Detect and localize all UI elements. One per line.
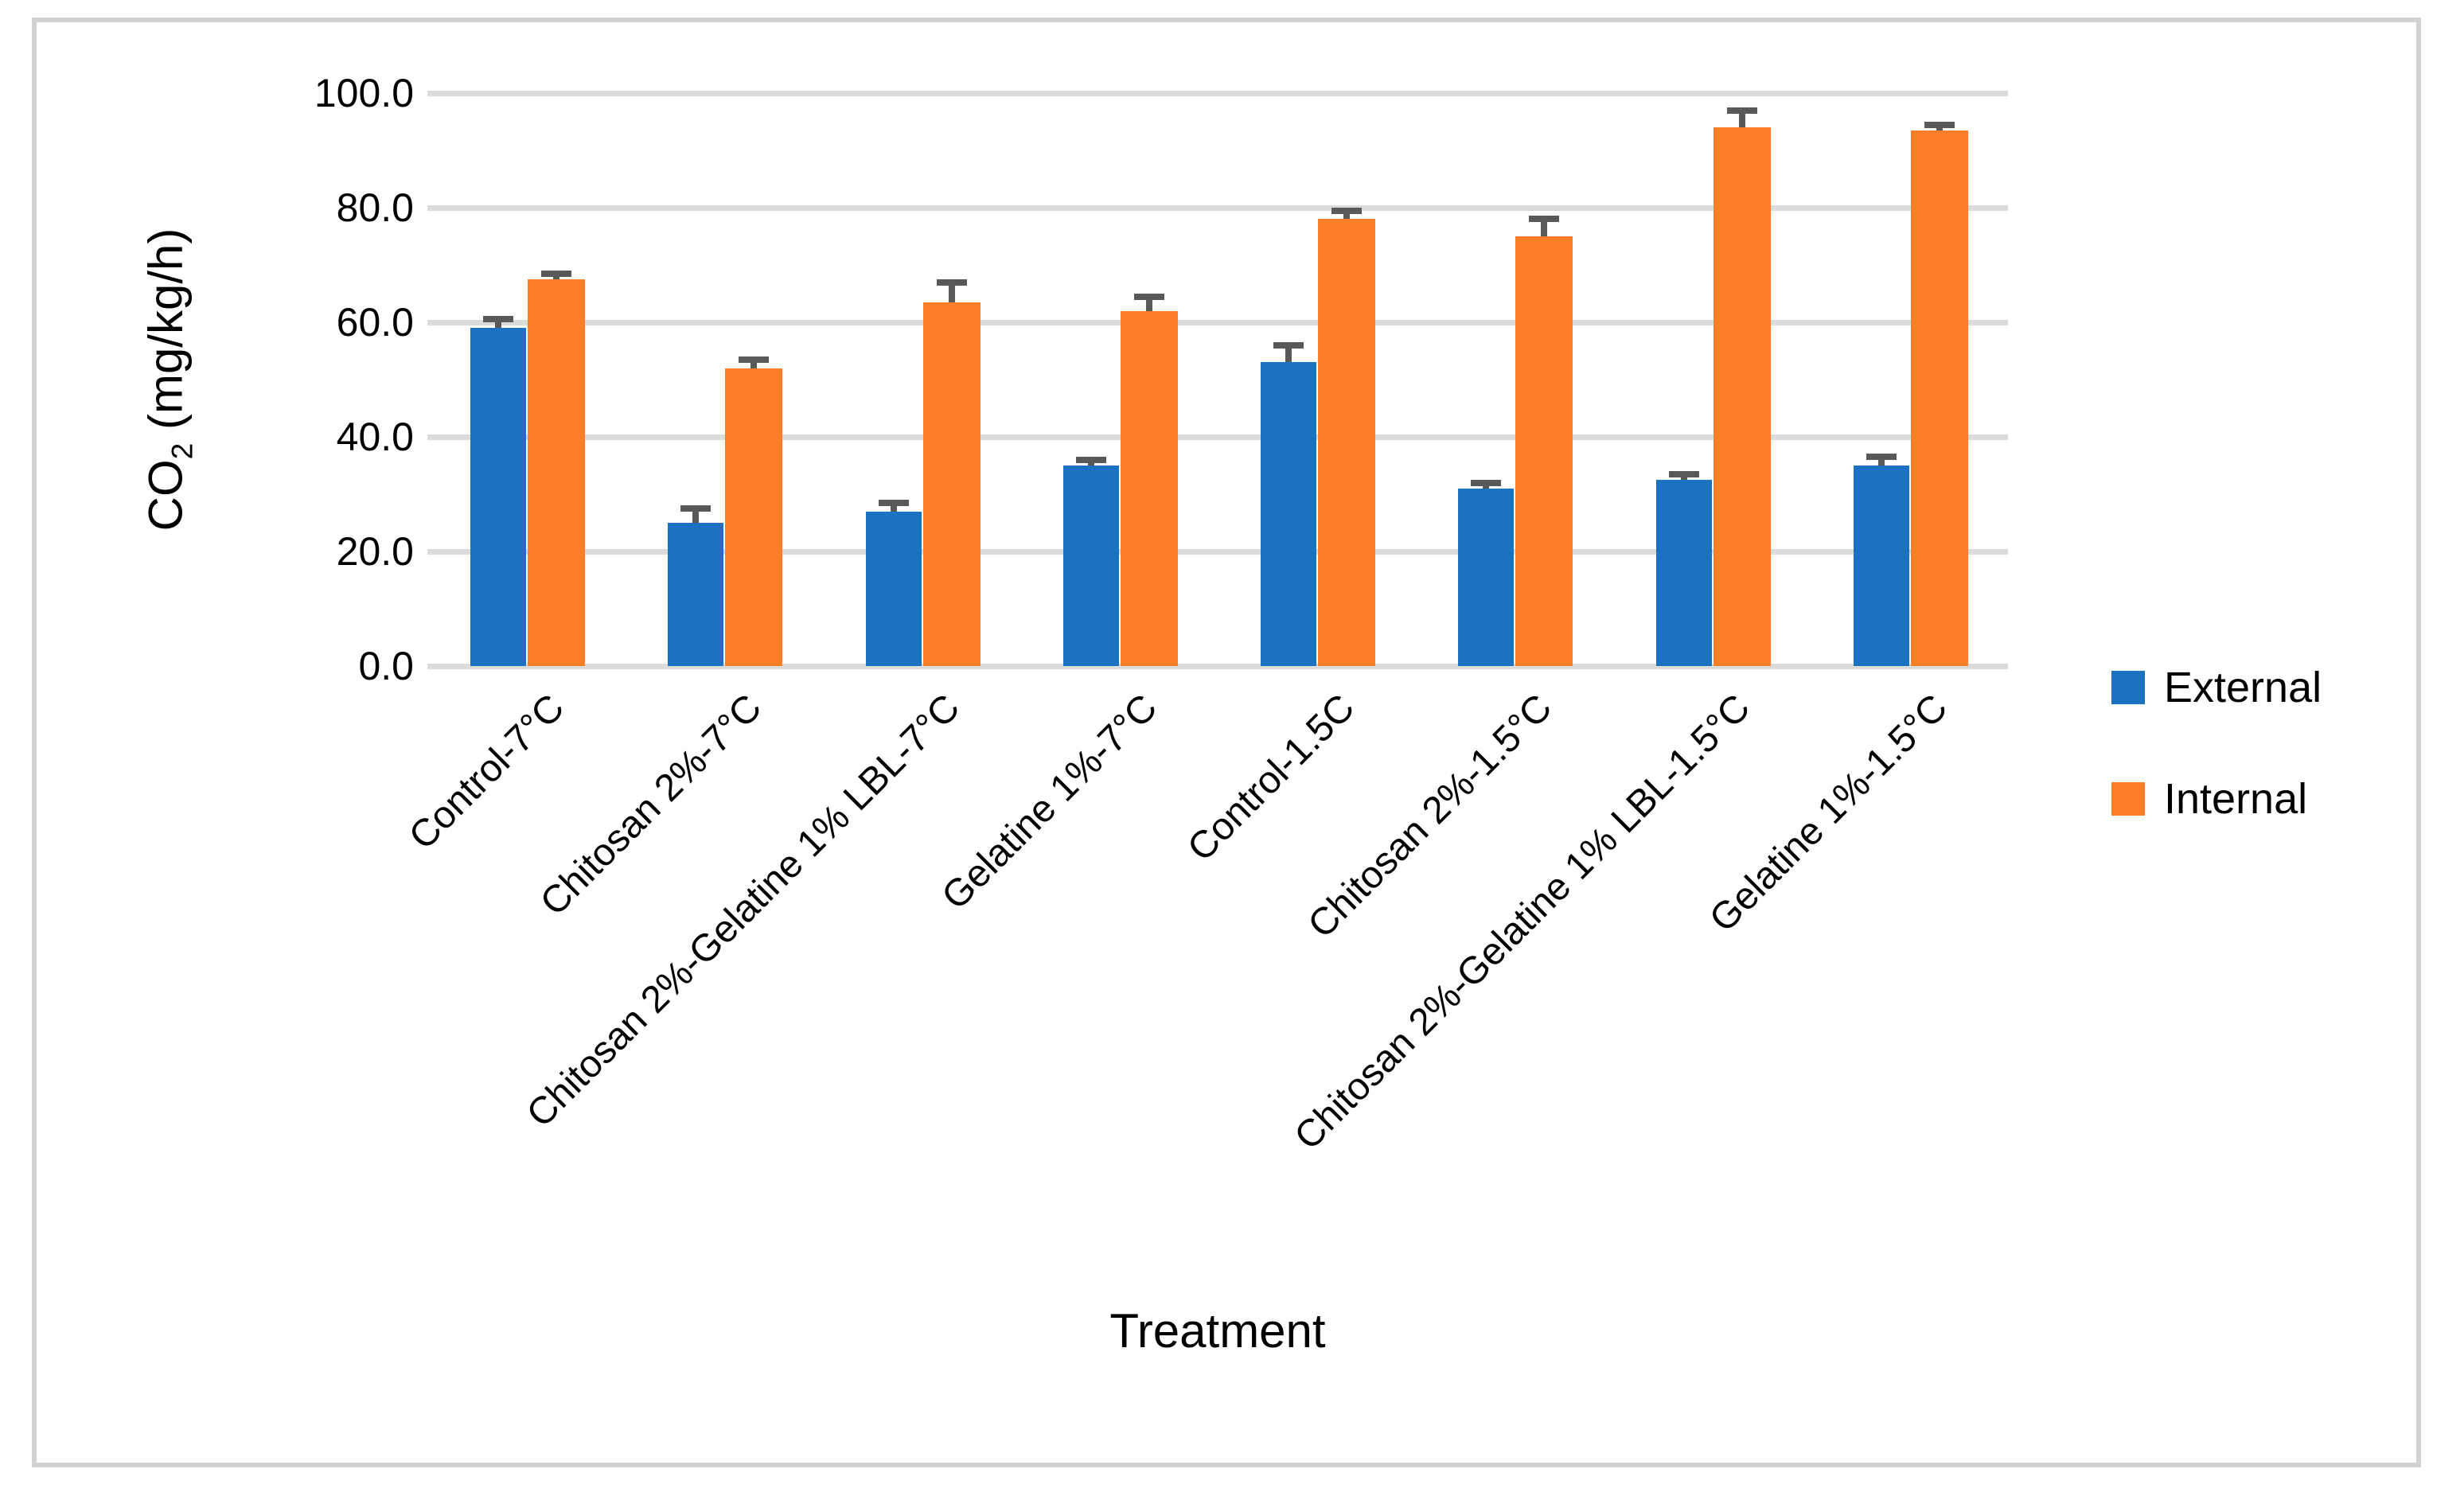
bar-external-5	[1458, 488, 1515, 666]
error-bar-cap	[1075, 456, 1106, 463]
error-bar-cap	[1866, 454, 1897, 461]
bar-internal-6	[1713, 127, 1771, 666]
error-bar-whisker	[1738, 110, 1745, 128]
error-bar-whisker	[1343, 210, 1350, 220]
y-tick-label: 80.0	[336, 185, 414, 230]
error-bar-cap	[1668, 470, 1699, 477]
error-bar-cap	[1133, 293, 1164, 300]
legend-item-internal: Internal	[2111, 774, 2307, 824]
plot-area	[427, 91, 2008, 669]
bar-internal-3	[1120, 310, 1178, 666]
error-bar-cap	[680, 505, 712, 512]
legend-item-external: External	[2111, 663, 2322, 712]
bar-external-0	[470, 328, 526, 666]
error-bar-whisker	[948, 282, 955, 302]
gridline	[427, 320, 2008, 325]
error-bar-cap	[1726, 107, 1757, 114]
bar-internal-0	[528, 279, 585, 666]
y-tick-label: 100.0	[314, 71, 414, 115]
legend-label-internal: Internal	[2164, 775, 2308, 823]
error-bar-whisker	[1541, 219, 1548, 236]
x-axis-title: Treatment	[1109, 1304, 1326, 1358]
error-bar-cap	[483, 316, 513, 323]
error-bar-cap	[541, 270, 571, 277]
y-tick-label: 60.0	[336, 300, 414, 345]
error-bar-cap	[1529, 216, 1560, 223]
bar-internal-4	[1318, 219, 1375, 666]
bar-external-1	[668, 523, 724, 666]
gridline	[427, 434, 2008, 440]
error-bar-cap	[936, 279, 967, 286]
legend-label-external: External	[2164, 664, 2322, 711]
bar-external-2	[865, 511, 922, 666]
error-bar-whisker	[495, 319, 501, 329]
y-tick-label: 20.0	[336, 529, 414, 574]
error-bar-whisker	[1285, 345, 1292, 363]
bar-internal-2	[922, 302, 981, 666]
bar-internal-1	[725, 368, 783, 666]
bar-external-3	[1062, 466, 1119, 666]
y-axis-title-units: (mg/kg/h)	[138, 228, 193, 443]
error-bar-whisker	[1877, 457, 1885, 466]
y-tick-label: 40.0	[336, 415, 414, 459]
y-axis-title-text: CO	[138, 459, 193, 532]
gridline	[427, 91, 2008, 96]
bar-external-7	[1853, 466, 1909, 666]
bar-external-4	[1261, 362, 1316, 666]
error-bar-whisker	[1145, 296, 1152, 311]
error-bar-cap	[1331, 207, 1362, 214]
error-bar-cap	[878, 499, 909, 506]
error-bar-whisker	[890, 502, 897, 512]
error-bar-cap	[1471, 479, 1502, 486]
y-axis-title-subscript: 2	[165, 442, 199, 460]
error-bar-cap	[1924, 121, 1955, 128]
legend-swatch-internal	[2111, 782, 2145, 816]
gridline	[427, 664, 2008, 669]
error-bar-whisker	[692, 508, 700, 523]
error-bar-cap	[1273, 341, 1304, 349]
bar-internal-5	[1515, 236, 1573, 666]
y-tick-label: 0.0	[358, 644, 414, 688]
y-axis-title: CO2 (mg/kg/h)	[138, 228, 200, 532]
bar-external-6	[1655, 480, 1712, 666]
error-bar-cap	[739, 356, 770, 363]
legend-swatch-external	[2111, 671, 2145, 704]
error-bar-whisker	[751, 359, 758, 368]
gridline	[427, 549, 2008, 555]
bar-internal-7	[1910, 130, 1968, 666]
gridline	[427, 205, 2008, 211]
figure-frame	[32, 18, 2421, 1467]
